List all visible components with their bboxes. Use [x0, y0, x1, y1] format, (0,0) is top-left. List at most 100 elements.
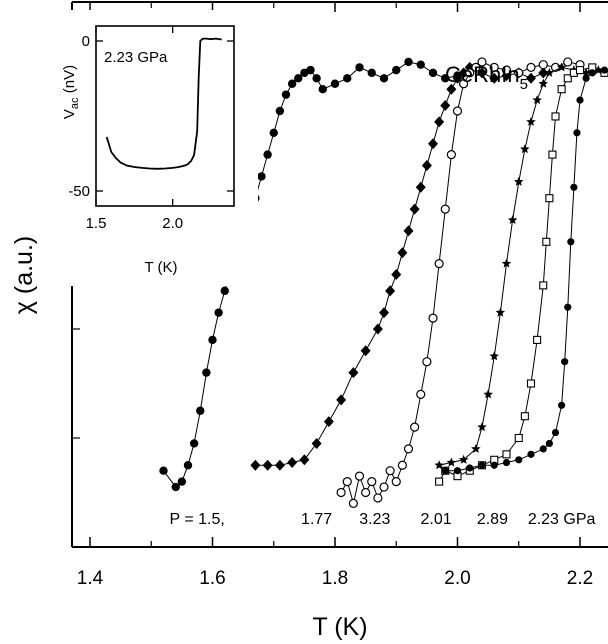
data-point — [545, 439, 553, 448]
data-point — [477, 57, 487, 67]
data-point — [440, 100, 451, 112]
data-point — [318, 85, 327, 94]
data-point — [489, 62, 499, 73]
data-point — [446, 457, 457, 467]
data-point — [514, 433, 523, 443]
data-point — [434, 116, 445, 128]
data-point — [539, 445, 547, 453]
data-point — [441, 74, 450, 83]
data-point — [502, 458, 511, 467]
x-tick-label: 1.6 — [199, 568, 225, 589]
data-point — [466, 464, 474, 472]
series-1 — [159, 57, 462, 492]
inset-ylabel-unit: (nV) — [61, 65, 78, 98]
data-point — [330, 79, 340, 88]
data-point — [514, 68, 524, 78]
data-point — [367, 477, 377, 487]
data-point — [294, 74, 303, 83]
data-point — [262, 459, 273, 471]
data-point — [465, 68, 475, 78]
data-point — [422, 357, 432, 367]
series-line — [445, 69, 608, 472]
data-point — [428, 138, 438, 150]
inset-data-line — [105, 37, 222, 170]
pressure-label: P = 1.5, — [170, 511, 225, 528]
data-point — [563, 57, 573, 67]
data-point — [458, 454, 469, 464]
data-point — [561, 358, 569, 366]
pressure-label: 2.01 — [420, 511, 451, 528]
data-point — [434, 259, 444, 269]
x-tick-label: 1.4 — [77, 568, 104, 589]
data-point — [397, 460, 407, 470]
data-point — [600, 66, 608, 74]
data-point — [556, 62, 567, 72]
data-point — [582, 74, 590, 82]
data-point — [477, 422, 487, 432]
inset-y-tick-label: 0 — [82, 33, 90, 50]
data-point — [490, 461, 498, 469]
data-point — [391, 269, 402, 280]
data-point — [441, 467, 449, 475]
data-point — [311, 437, 322, 449]
data-point — [489, 72, 500, 84]
pressure-label: 2.23 GPa — [528, 511, 596, 528]
main-axis-ticks: 1.4 1.6 1.8 2.0 2.2 — [72, 2, 593, 589]
data-point — [372, 323, 383, 335]
data-point — [202, 368, 211, 377]
data-point — [428, 68, 438, 78]
data-point — [527, 450, 535, 458]
data-point — [544, 67, 555, 77]
data-point — [539, 281, 548, 290]
data-point — [403, 444, 414, 454]
data-point — [220, 286, 229, 296]
data-point — [507, 215, 518, 224]
data-point — [533, 335, 542, 344]
data-point — [452, 106, 463, 116]
inset-chart: 1.5 2.0 0 -50 2.23 GPa T (K) Vac (nV) — [58, 10, 258, 286]
data-point — [557, 85, 566, 94]
data-point — [471, 443, 481, 453]
compound-subscript: 5 — [520, 76, 528, 93]
data-point — [526, 72, 536, 84]
data-point — [551, 428, 560, 437]
data-point — [287, 79, 297, 88]
data-point — [392, 65, 401, 75]
data-point — [435, 477, 444, 486]
data-point — [542, 237, 551, 246]
data-point — [189, 439, 199, 448]
data-point — [250, 459, 261, 471]
data-point — [379, 482, 389, 492]
data-point — [348, 498, 358, 508]
data-point — [263, 150, 272, 159]
data-point — [391, 477, 401, 487]
data-point — [453, 467, 462, 475]
data-point — [342, 477, 352, 487]
compound-name: CeRhIn — [445, 62, 520, 87]
inset-axis-ticks: 1.5 2.0 0 -50 — [68, 26, 234, 232]
data-point — [367, 68, 376, 78]
data-point — [323, 416, 334, 428]
data-point — [478, 461, 486, 469]
pressure-label: 1.77 — [301, 511, 332, 528]
data-point — [361, 487, 371, 498]
inset-y-axis-title: Vac (nV) — [61, 65, 81, 119]
data-point — [515, 456, 523, 464]
data-point — [558, 401, 566, 409]
data-point — [159, 466, 168, 475]
data-point — [520, 144, 530, 154]
inset-ylabel-main: V — [61, 109, 78, 119]
data-point — [306, 65, 315, 75]
pressure-label: 3.23 — [359, 511, 390, 528]
data-point — [385, 285, 396, 297]
series-3 — [336, 57, 585, 508]
main-annotations: P = 1.5, 1.77 3.23 2.01 2.89 2.23 GPa — [170, 511, 596, 528]
pressure-label: 2.89 — [477, 511, 508, 528]
data-point — [171, 482, 180, 492]
data-point — [446, 150, 456, 160]
data-point — [551, 112, 560, 121]
data-point — [415, 181, 426, 193]
main-series-layer — [159, 57, 608, 508]
data-point — [208, 335, 217, 345]
